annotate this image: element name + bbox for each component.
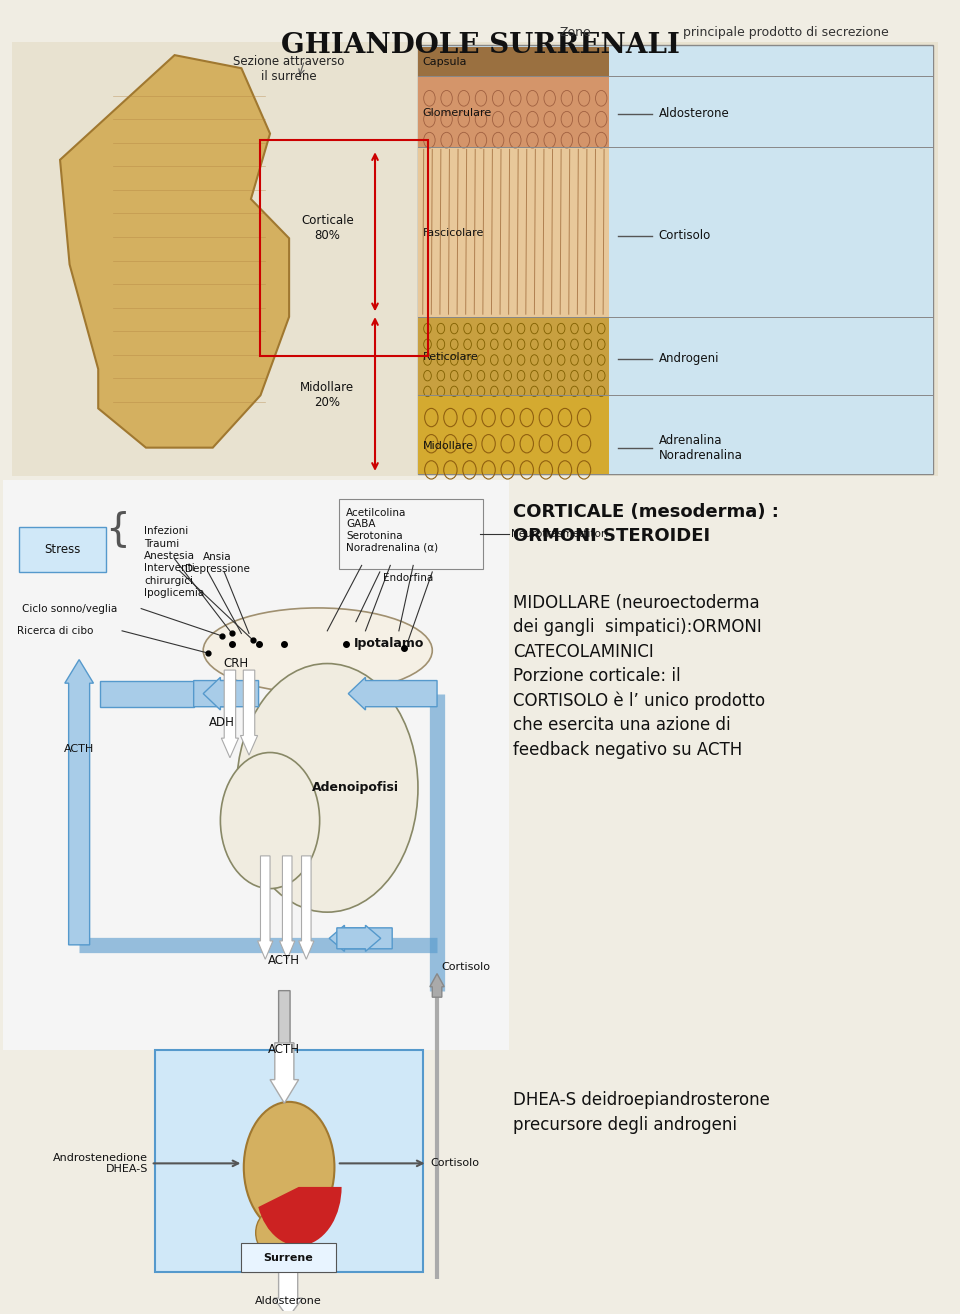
FancyBboxPatch shape xyxy=(156,1050,422,1272)
FancyArrow shape xyxy=(204,677,258,710)
FancyArrow shape xyxy=(222,670,238,758)
FancyBboxPatch shape xyxy=(3,481,509,1050)
FancyBboxPatch shape xyxy=(418,317,609,396)
FancyArrow shape xyxy=(329,925,393,951)
Text: Cortisolo: Cortisolo xyxy=(659,229,710,242)
Text: Zone: Zone xyxy=(560,26,591,39)
Text: Cortisolo: Cortisolo xyxy=(442,962,491,972)
FancyArrow shape xyxy=(257,855,273,959)
Text: CORTICALE (mesoderma) :
ORMONI STEROIDEI: CORTICALE (mesoderma) : ORMONI STEROIDEI xyxy=(514,502,780,545)
FancyArrow shape xyxy=(299,855,314,959)
Ellipse shape xyxy=(255,1210,294,1256)
FancyArrow shape xyxy=(279,855,295,959)
FancyArrow shape xyxy=(275,991,294,1064)
FancyBboxPatch shape xyxy=(418,147,609,317)
FancyBboxPatch shape xyxy=(418,45,933,474)
FancyArrow shape xyxy=(270,1043,299,1104)
Text: Stress: Stress xyxy=(44,543,80,556)
FancyBboxPatch shape xyxy=(418,47,609,76)
Text: Ansia
Depressione: Ansia Depressione xyxy=(185,552,250,574)
Text: Acetilcolina
GABA
Serotonina
Noradrenalina (α): Acetilcolina GABA Serotonina Noradrenali… xyxy=(347,507,439,553)
Text: Reticolare: Reticolare xyxy=(422,352,478,363)
FancyBboxPatch shape xyxy=(418,396,609,474)
PathPatch shape xyxy=(60,55,289,448)
FancyArrow shape xyxy=(274,1272,302,1314)
Text: Cortisolo: Cortisolo xyxy=(430,1159,479,1168)
Text: Infezioni
Traumi
Anestesia
Interventi
chirurgici
Ipoglicemia: Infezioni Traumi Anestesia Interventi ch… xyxy=(144,526,204,598)
FancyArrow shape xyxy=(240,670,257,756)
Text: Aldosterone: Aldosterone xyxy=(659,108,730,121)
FancyArrow shape xyxy=(194,677,249,710)
FancyArrow shape xyxy=(65,660,93,945)
Text: Glomerulare: Glomerulare xyxy=(422,108,492,118)
Text: ACTH: ACTH xyxy=(269,1043,300,1056)
Circle shape xyxy=(236,664,418,912)
Text: DHEA-S deidroepiandrosterone
precursore degli androgeni: DHEA-S deidroepiandrosterone precursore … xyxy=(514,1092,770,1134)
Text: Adrenalina
Noradrenalina: Adrenalina Noradrenalina xyxy=(659,434,742,461)
Text: Sezione attraverso
il surrene: Sezione attraverso il surrene xyxy=(233,55,345,83)
FancyBboxPatch shape xyxy=(418,76,609,147)
FancyBboxPatch shape xyxy=(241,1243,336,1272)
Text: Midollare
20%: Midollare 20% xyxy=(300,381,354,410)
Text: Ricerca di cibo: Ricerca di cibo xyxy=(17,625,93,636)
FancyArrow shape xyxy=(348,677,437,710)
FancyBboxPatch shape xyxy=(609,47,933,474)
FancyArrow shape xyxy=(337,925,381,951)
Text: Endorfina: Endorfina xyxy=(383,573,433,583)
FancyBboxPatch shape xyxy=(19,527,106,572)
Text: Capsula: Capsula xyxy=(422,57,468,67)
Wedge shape xyxy=(258,1187,342,1246)
Ellipse shape xyxy=(244,1102,334,1233)
Text: ADH: ADH xyxy=(209,716,235,729)
Ellipse shape xyxy=(204,608,432,692)
Text: Aldosterone: Aldosterone xyxy=(254,1296,322,1306)
FancyBboxPatch shape xyxy=(12,42,938,477)
FancyArrow shape xyxy=(100,681,194,707)
Text: Fascicolare: Fascicolare xyxy=(422,229,484,238)
Text: Androstenedione
DHEA-S: Androstenedione DHEA-S xyxy=(53,1152,148,1175)
Text: Androgeni: Androgeni xyxy=(659,352,719,365)
FancyArrow shape xyxy=(430,974,444,997)
Text: CRH: CRH xyxy=(223,657,249,670)
Text: Neurotrasmettitori: Neurotrasmettitori xyxy=(511,530,608,539)
Text: Ipotalamo: Ipotalamo xyxy=(354,637,424,650)
Text: Corticale
80%: Corticale 80% xyxy=(300,214,353,242)
Text: {: { xyxy=(105,510,130,548)
Text: MIDOLLARE (neuroectoderma
dei gangli  simpatici):ORMONI
CATECOLAMINICI
Porzione : MIDOLLARE (neuroectoderma dei gangli sim… xyxy=(514,594,765,758)
Text: Surrene: Surrene xyxy=(263,1252,313,1263)
Text: Adenoipofisi: Adenoipofisi xyxy=(312,782,399,795)
Circle shape xyxy=(221,753,320,888)
Text: GHIANDOLE SURRENALI: GHIANDOLE SURRENALI xyxy=(280,32,680,59)
Text: Ciclo sonno/veglia: Ciclo sonno/veglia xyxy=(22,603,117,614)
Text: ACTH: ACTH xyxy=(64,744,94,754)
Text: ACTH: ACTH xyxy=(269,954,300,967)
Text: principale prodotto di secrezione: principale prodotto di secrezione xyxy=(683,26,888,39)
Text: Midollare: Midollare xyxy=(422,442,473,451)
